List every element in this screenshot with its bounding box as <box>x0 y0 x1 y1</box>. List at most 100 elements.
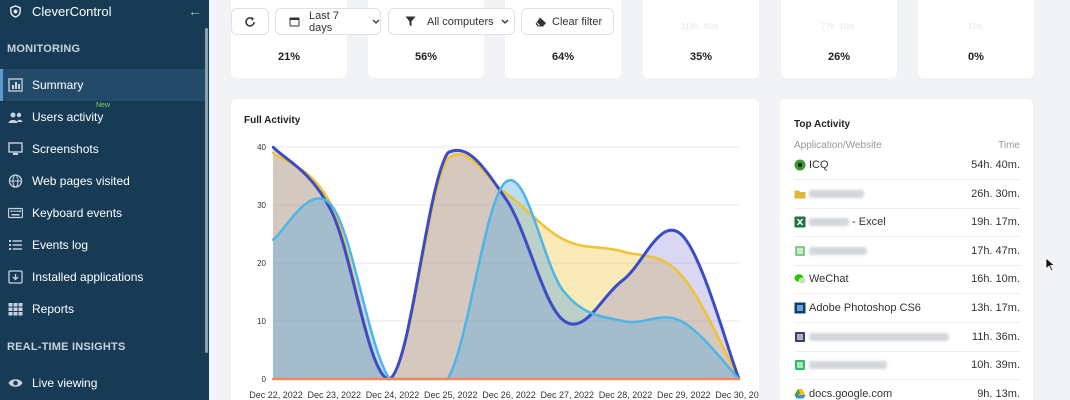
sidebar-item-keyboard-events[interactable]: Keyboard events <box>0 197 205 229</box>
list-icon <box>9 240 22 250</box>
data-point[interactable] <box>330 377 333 381</box>
app-name-text: - Excel <box>849 216 886 229</box>
table-row[interactable]: docs.google.com 9h. 13m. <box>794 380 1020 400</box>
table-row[interactable]: - Excel 19h. 17m. <box>794 208 1020 238</box>
sidebar-item-label: Screenshots <box>32 142 99 156</box>
sidebar-item-live-viewing[interactable]: Live viewing <box>0 367 205 399</box>
collapse-sidebar-icon[interactable]: ← <box>188 3 202 19</box>
series-line-2[interactable] <box>272 178 740 381</box>
app-name-text: ICQ <box>809 159 829 171</box>
app-name <box>809 331 949 343</box>
data-point[interactable] <box>679 377 682 381</box>
redacted-text <box>809 332 949 341</box>
data-point[interactable] <box>621 319 624 323</box>
stat-value: 0% <box>968 51 984 63</box>
table-row[interactable]: 11h. 36m. <box>794 323 1020 352</box>
data-point[interactable] <box>271 145 275 149</box>
activity-time: 54h. 40m. <box>971 159 1020 171</box>
stat-value: 26% <box>827 51 851 63</box>
users-icon <box>8 112 23 123</box>
sidebar-item-events-log[interactable]: Events log <box>0 229 205 261</box>
activity-time: 19h. 17m. <box>971 216 1020 229</box>
data-point[interactable] <box>621 250 624 253</box>
data-point[interactable] <box>446 157 449 160</box>
sidebar-item-users-activity[interactable]: Users activity New <box>0 101 205 133</box>
x-tick-label: Dec 28, 2022 <box>599 390 653 400</box>
stat-value: 21% <box>277 51 301 63</box>
redacted-text <box>809 189 864 198</box>
date-range-dropdown[interactable]: Last 7 days <box>275 8 381 35</box>
column-header-application: Application/Website <box>794 140 882 151</box>
data-point[interactable] <box>563 238 566 241</box>
data-point[interactable] <box>388 377 391 381</box>
data-point[interactable] <box>621 279 624 282</box>
photoshop-icon <box>794 301 806 314</box>
mouse-cursor-icon <box>1045 257 1056 272</box>
app-icon <box>794 358 806 371</box>
table-row[interactable]: 26h. 30m. <box>794 180 1020 209</box>
refresh-button[interactable] <box>231 8 269 35</box>
data-point[interactable] <box>271 151 275 154</box>
data-point[interactable] <box>446 151 449 154</box>
app-name <box>809 359 887 371</box>
icq-icon <box>794 158 806 171</box>
data-point[interactable] <box>446 377 449 381</box>
data-point[interactable] <box>504 377 508 381</box>
keyboard-icon <box>8 207 23 219</box>
table-row[interactable]: ICQ 54h. 40m. <box>794 151 1020 180</box>
sidebar-item-label: Installed applications <box>32 270 144 284</box>
sidebar-item-installed-applications[interactable]: Installed applications <box>0 261 205 293</box>
full-activity-title: Full Activity <box>244 115 301 126</box>
series-area-0 <box>273 152 739 379</box>
app-name-text: Adobe Photoshop CS6 <box>809 302 921 314</box>
x-tick-label: Dec 30, 2022 <box>715 390 759 400</box>
sidebar-item-reports[interactable]: Reports <box>0 293 205 325</box>
data-point[interactable] <box>330 209 333 212</box>
table-row[interactable]: 17h. 47m. <box>794 237 1020 266</box>
x-tick-label: Dec 26, 2022 <box>482 390 536 400</box>
data-point[interactable] <box>679 319 682 323</box>
data-point[interactable] <box>271 238 275 241</box>
full-activity-chart: 0 10 20 30 40 Dec 22, 2022 Dec 23, 2022 Dec 24,… <box>249 143 759 400</box>
sidebar-item-summary[interactable]: Summary <box>0 69 205 101</box>
column-header-time: Time <box>998 140 1020 151</box>
data-point[interactable] <box>679 273 682 276</box>
x-tick-label: Dec 24, 2022 <box>366 390 420 400</box>
refresh-icon <box>245 16 255 27</box>
data-point[interactable] <box>563 319 566 323</box>
redacted-text <box>809 218 849 227</box>
section-monitoring: MONITORING <box>7 43 81 55</box>
app-name: CleverControl <box>32 4 112 19</box>
app-icon <box>794 244 806 256</box>
data-point[interactable] <box>504 180 508 183</box>
app-name <box>809 188 864 200</box>
date-range-label: Last 7 days <box>309 9 339 34</box>
activity-time: 16h. 10m. <box>971 273 1020 286</box>
data-point[interactable] <box>504 198 508 201</box>
table-row[interactable]: WeChat 16h. 10m. <box>794 265 1020 295</box>
calendar-icon <box>289 17 300 27</box>
data-point[interactable] <box>679 232 682 236</box>
series-area-2 <box>273 180 739 379</box>
sidebar-item-screenshots[interactable]: Screenshots <box>0 133 205 165</box>
apps-icon <box>8 270 23 284</box>
clear-filter-button[interactable]: Clear filter <box>521 8 614 35</box>
table-row[interactable]: 10h. 39m. <box>794 351 1020 381</box>
data-point[interactable] <box>621 377 624 381</box>
activity-time: 11h. 36m. <box>971 330 1020 343</box>
data-point[interactable] <box>330 203 333 207</box>
data-point[interactable] <box>563 290 566 294</box>
sidebar-item-web-pages[interactable]: Web pages visited <box>0 165 205 197</box>
data-point[interactable] <box>504 192 508 195</box>
data-point[interactable] <box>737 377 741 381</box>
stat-card: 77h. 10m. 26% <box>781 0 897 78</box>
computers-dropdown[interactable]: All computers <box>388 8 515 35</box>
redacted-text <box>809 361 887 370</box>
sidebar-item-label: Reports <box>32 302 75 316</box>
table-row[interactable]: Adobe Photoshop CS6 13h. 17m. <box>794 294 1020 323</box>
data-point[interactable] <box>563 377 566 381</box>
data-point[interactable] <box>271 377 275 381</box>
app-name <box>809 245 867 257</box>
sidebar-scrollbar[interactable] <box>205 28 208 353</box>
grid-icon <box>8 303 23 316</box>
